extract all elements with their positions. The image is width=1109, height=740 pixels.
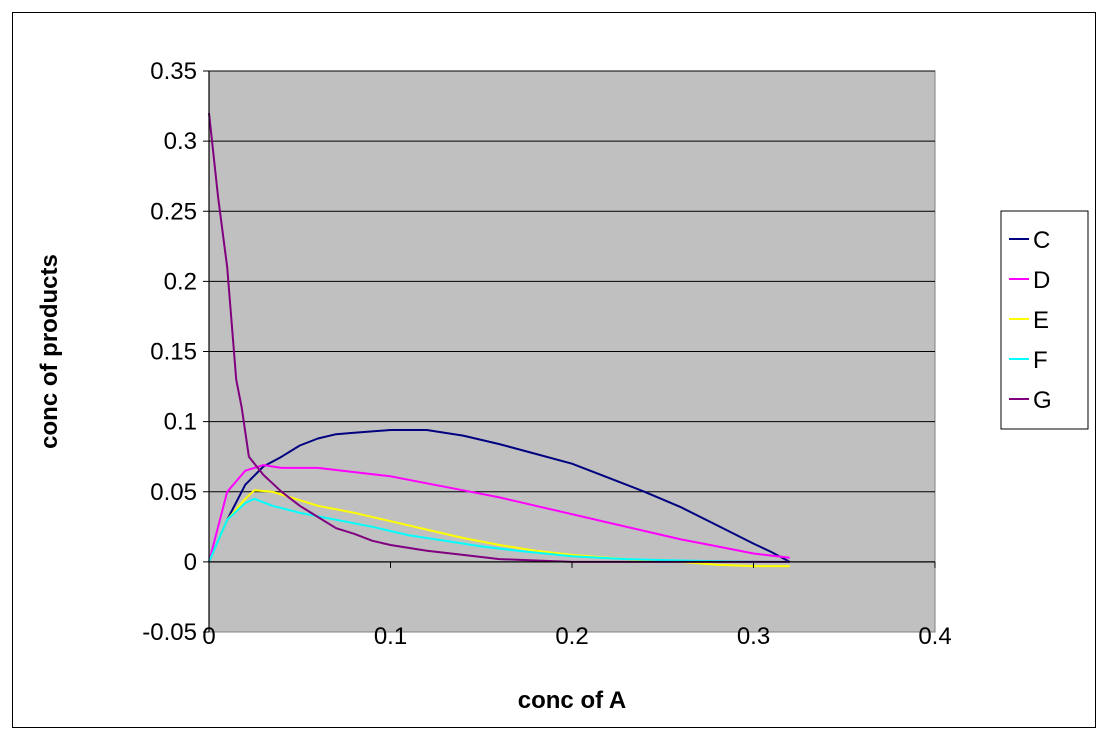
axes [203, 70, 936, 633]
y-tick-label-5: 0.2 [164, 268, 197, 295]
y-tick-label-4: 0.15 [150, 339, 197, 366]
x-tick-labels: 0 0.1 0.2 0.3 0.4 [202, 623, 951, 650]
x-tick-label-2: 0.2 [555, 623, 588, 650]
x-tick-label-4: 0.4 [918, 623, 951, 650]
legend-label-G: G [1033, 387, 1052, 414]
y-axis-title: conc of products [36, 254, 63, 449]
y-tick-labels: -0.05 0 0.05 0.1 0.15 0.2 0.25 0.3 0.35 [142, 58, 197, 646]
y-tick-label-2: 0.05 [150, 479, 197, 506]
gridlines [209, 70, 935, 493]
series-line-G [208, 112, 790, 563]
x-tick-label-0: 0 [202, 623, 215, 650]
y-tick-label-1: 0 [184, 549, 197, 576]
series-line-D [208, 464, 790, 563]
y-tick-label-6: 0.25 [150, 198, 197, 225]
y-tick-label-7: 0.3 [164, 128, 197, 155]
x-tick-label-3: 0.3 [737, 623, 770, 650]
series-lines [208, 112, 791, 568]
legend-label-C: C [1033, 227, 1050, 254]
x-tick-label-1: 0.1 [374, 623, 407, 650]
series-line-F [208, 497, 790, 563]
y-tick-label-8: 0.35 [150, 58, 197, 85]
legend-label-F: F [1033, 347, 1048, 374]
series-line-C [208, 429, 791, 563]
x-axis-title: conc of A [518, 687, 626, 714]
y-tick-label-0: -0.05 [142, 619, 197, 646]
y-tick-label-3: 0.1 [164, 409, 197, 436]
chart-frame: -0.05 0 0.05 0.1 0.15 0.2 0.25 0.3 0.35 0 0.1 0.2 0… [12, 12, 1096, 728]
legend-label-E: E [1033, 307, 1049, 334]
legend-label-D: D [1033, 267, 1050, 294]
